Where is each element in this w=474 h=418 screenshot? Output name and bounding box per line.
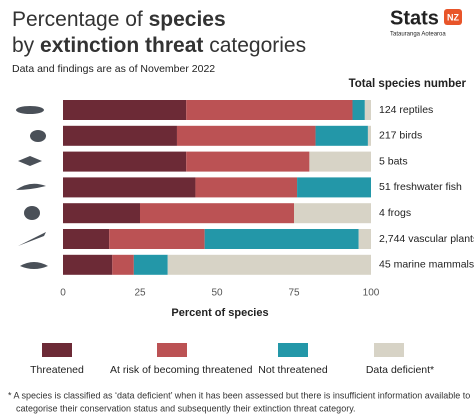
title-part: Percentage of: [12, 8, 149, 31]
bar-segment: [63, 203, 140, 224]
bar-segment: [195, 177, 298, 198]
icon-mammal: [20, 262, 48, 269]
bar-segment: [133, 254, 168, 275]
legend-swatch: [278, 343, 308, 357]
x-tick-label: 75: [288, 288, 300, 299]
category-label: 124 reptiles: [379, 104, 433, 116]
bar-segment: [63, 229, 110, 249]
icon-frog: [24, 206, 40, 220]
title-part: by: [12, 34, 40, 57]
bar-segment: [112, 254, 134, 275]
chart-title: Percentage of species: [12, 8, 226, 31]
title-part: species: [149, 8, 226, 31]
icon-bat: [18, 156, 42, 166]
x-tick-label: 0: [60, 288, 66, 299]
icon-reptile: [16, 106, 44, 114]
logo-badge: [444, 9, 462, 25]
bar-segment: [140, 203, 294, 224]
icons: [16, 106, 48, 269]
category-header: Total species number: [349, 78, 467, 90]
bar-segment: [352, 100, 365, 120]
category-label: 5 bats: [379, 155, 408, 167]
category-label: 45 marine mammals: [379, 259, 474, 271]
legend-label: Data deficient*: [366, 364, 434, 376]
bar-segment: [204, 229, 359, 249]
logo-tagline: Tatauranga Aotearoa: [390, 32, 446, 38]
footnote: categorise their conservation status and…: [16, 403, 356, 413]
x-tick-label: 25: [134, 288, 146, 299]
x-axis-label: Percent of species: [171, 307, 268, 319]
bar-segment: [176, 125, 316, 146]
legend-swatch: [42, 343, 72, 357]
bar-segment: [167, 254, 371, 275]
x-tick-label: 100: [363, 288, 380, 299]
title-part: extinction threat: [40, 34, 203, 57]
bar-segment: [294, 203, 371, 224]
bar-segment: [297, 177, 371, 198]
category-label: 4 frogs: [379, 207, 411, 219]
legend-label: At risk of becoming threatened: [110, 364, 253, 376]
legend-label: Not threatened: [258, 364, 328, 376]
bar-segment: [63, 254, 113, 275]
x-tick-label: 50: [211, 288, 223, 299]
title-part: categories: [203, 34, 306, 57]
logo-badge-text: NZ: [447, 12, 459, 22]
category-label: 2,744 vascular plants: [379, 233, 474, 245]
icon-plant: [18, 232, 46, 246]
bar-segment: [315, 125, 368, 146]
bar-segment: [367, 125, 371, 146]
legend-swatch: [374, 343, 404, 357]
bar-segment: [186, 100, 353, 120]
bar-segment: [63, 100, 187, 120]
icon-bird: [30, 130, 46, 142]
chart-title: by extinction threat categories: [12, 34, 306, 57]
icon-fish: [16, 183, 46, 190]
bar-segment: [309, 151, 371, 172]
logo: Stats: [390, 7, 439, 29]
legend-swatch: [157, 343, 187, 357]
category-label: 51 freshwater fish: [379, 181, 462, 193]
bar-segment: [109, 229, 205, 249]
footnote: * A species is classified as ‘data defic…: [8, 390, 470, 400]
bar-segment: [358, 229, 371, 249]
category-label: 217 birds: [379, 130, 422, 142]
subtitle: Data and findings are as of November 202…: [12, 63, 215, 75]
bar-segment: [63, 151, 187, 172]
legend-label: Threatened: [30, 364, 84, 376]
bar-segment: [186, 151, 310, 172]
bar-segment: [63, 177, 196, 198]
bar-segment: [63, 125, 177, 146]
bar-segment: [364, 100, 371, 120]
